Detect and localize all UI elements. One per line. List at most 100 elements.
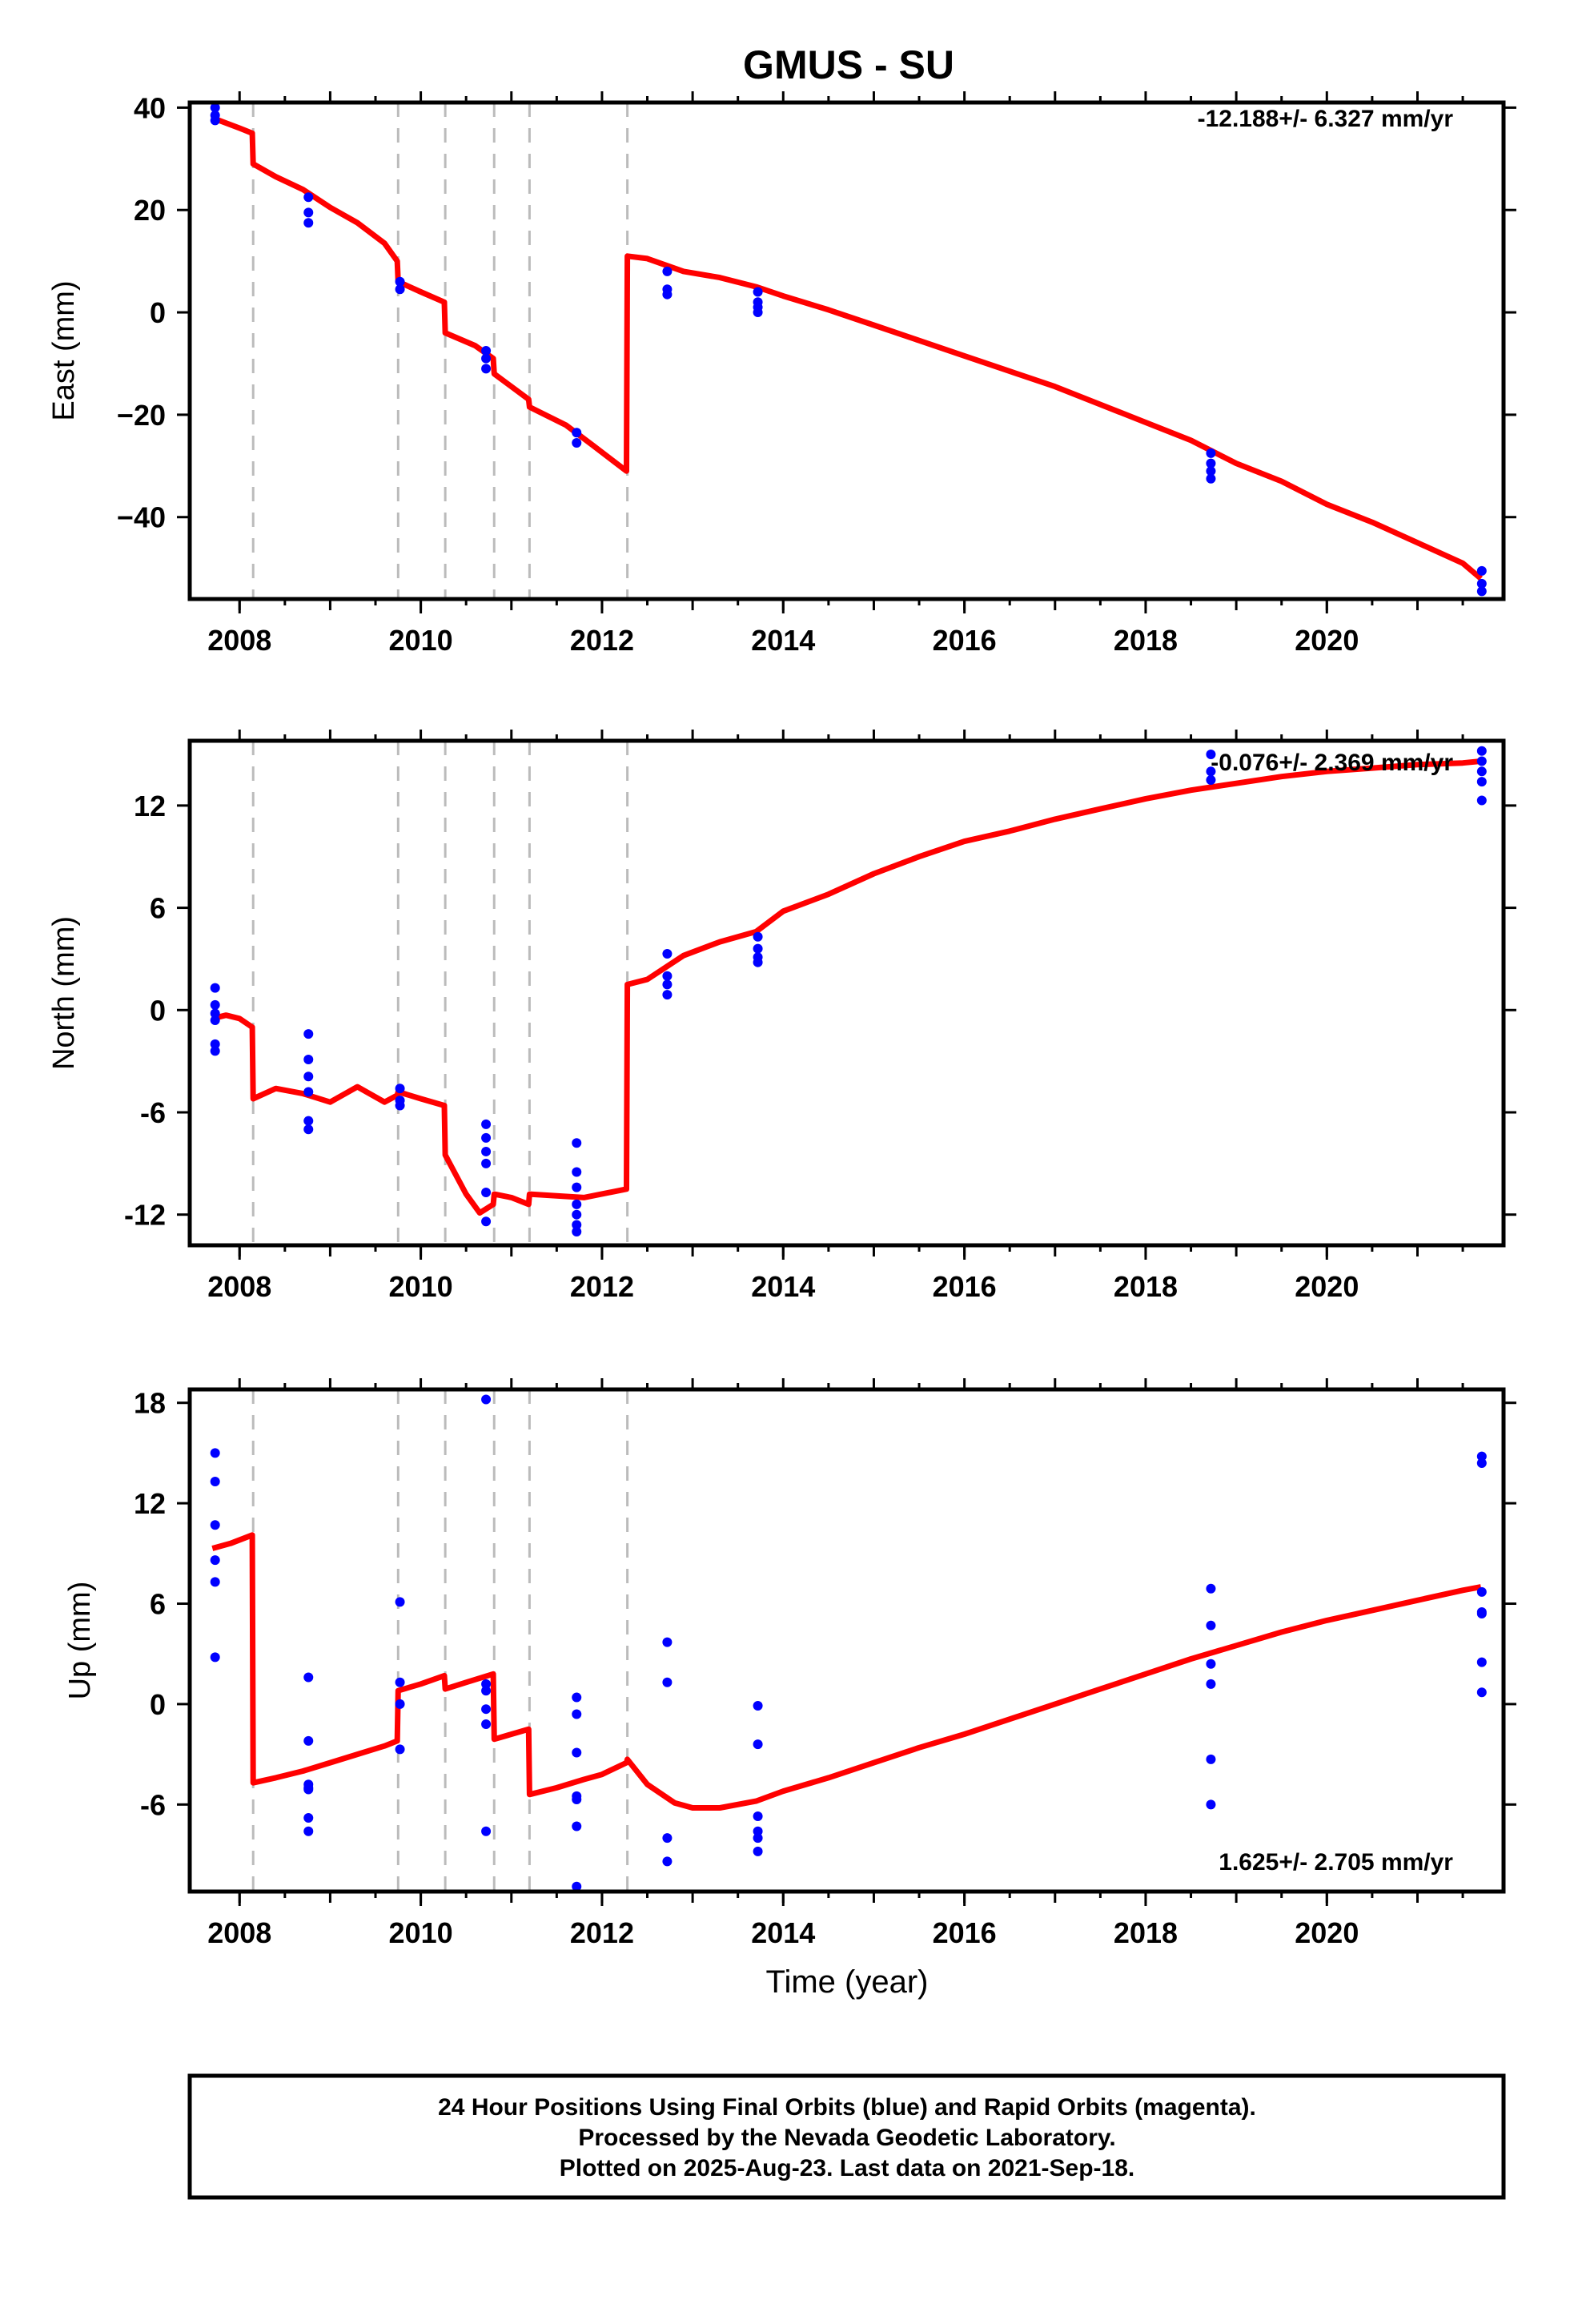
data-point: [395, 1100, 405, 1111]
data-point: [753, 1811, 763, 1821]
data-point: [1206, 466, 1216, 476]
rate-label: 1.625+/- 2.705 mm/yr: [1219, 1849, 1453, 1876]
data-point: [753, 1701, 763, 1711]
x-tick-label: 2010: [389, 1270, 453, 1303]
data-point: [1206, 750, 1216, 760]
data-point: [662, 1856, 673, 1867]
data-point: [1206, 766, 1216, 777]
data-point: [753, 1833, 763, 1844]
up-panel: 2008 2010 2012 2014 2016 2018 2020 18 12 6 0 -6 1.62…: [63, 1378, 1516, 1949]
data-point: [572, 1821, 582, 1831]
data-point: [753, 1826, 763, 1836]
data-point: [662, 949, 673, 959]
x-tick-label: 2012: [570, 1916, 634, 1949]
y-axis-label: Up (mm): [63, 1582, 97, 1700]
data-point: [662, 1637, 673, 1647]
x-tick-label: 2008: [207, 1270, 271, 1303]
model-line: [211, 758, 1482, 1216]
data-point: [572, 1220, 582, 1230]
model-line: [211, 115, 1483, 581]
data-point: [303, 192, 314, 203]
data-point: [1476, 746, 1487, 756]
x-tick-label: 2010: [389, 624, 453, 657]
x-tick-label: 2014: [751, 624, 815, 657]
data-point: [662, 289, 673, 300]
data-point: [303, 1055, 314, 1065]
x-tick-label: 2016: [933, 1916, 997, 1949]
data-point: [303, 1672, 314, 1683]
data-point: [303, 1813, 314, 1823]
data-point: [210, 1046, 220, 1056]
x-tick-label: 2018: [1114, 1916, 1178, 1949]
data-point: [395, 1597, 405, 1607]
x-tick-label: 2014: [751, 1916, 815, 1949]
data-point: [210, 1039, 220, 1049]
data-point: [303, 1783, 314, 1793]
x-tick-label: 2012: [570, 1270, 634, 1303]
data-point: [395, 1677, 405, 1687]
data-point: [395, 284, 405, 295]
y-tick-label: -12: [124, 1199, 166, 1232]
data-point: [481, 1158, 492, 1168]
data-point: [753, 1739, 763, 1750]
data-point: [1476, 578, 1487, 589]
x-tick-label: 2018: [1114, 1270, 1178, 1303]
data-point: [210, 1448, 220, 1458]
data-point: [1476, 766, 1487, 777]
data-point: [481, 346, 492, 356]
x-axis-label: Time (year): [766, 1964, 929, 2000]
data-point: [1206, 1620, 1216, 1630]
data-point: [753, 287, 763, 297]
data-point: [1476, 1687, 1487, 1698]
data-point: [210, 1577, 220, 1587]
data-point: [572, 438, 582, 448]
data-point: [1476, 586, 1487, 597]
data-point: [662, 971, 673, 981]
data-point: [753, 1846, 763, 1856]
y-tick-label: 18: [134, 1387, 166, 1420]
footer-line-1: 24 Hour Positions Using Final Orbits (bl…: [438, 2094, 1256, 2121]
data-point: [572, 1795, 582, 1805]
data-point: [481, 1394, 492, 1405]
y-tick-label: 6: [150, 892, 166, 925]
chart-title: GMUS - SU: [743, 42, 954, 87]
data-point: [481, 1826, 492, 1836]
data-point: [1206, 1659, 1216, 1669]
data-point: [572, 1692, 582, 1703]
east-panel: 2008 2010 2012 2014 2016 2018 2020 40 20 0 −20 −40 -…: [47, 91, 1516, 657]
data-point: [572, 1199, 582, 1209]
y-tick-label: 0: [150, 1688, 166, 1721]
data-point: [572, 1167, 582, 1177]
footer-line-2: Processed by the Nevada Geodetic Laborat…: [578, 2125, 1115, 2151]
data-point: [572, 1881, 582, 1892]
x-tick-label: 2016: [933, 624, 997, 657]
data-point: [481, 1119, 492, 1129]
data-point: [395, 1699, 405, 1709]
data-point: [753, 943, 763, 954]
x-tick-label: 2016: [933, 1270, 997, 1303]
plot-frame: [187, 1387, 1506, 1894]
data-point: [1206, 1799, 1216, 1810]
y-tick-label: −20: [117, 399, 166, 432]
data-point: [572, 1209, 582, 1220]
data-point: [1476, 565, 1487, 576]
data-point: [572, 428, 582, 438]
data-point: [1476, 777, 1487, 787]
data-point: [662, 1677, 673, 1687]
data-point: [1206, 473, 1216, 484]
data-point: [303, 1072, 314, 1082]
data-point: [572, 1138, 582, 1148]
data-point: [1476, 795, 1487, 806]
data-point: [210, 1520, 220, 1530]
y-axis-label: North (mm): [47, 916, 81, 1070]
x-tick-label: 2014: [751, 1270, 815, 1303]
data-point: [572, 1226, 582, 1236]
data-point: [1476, 1451, 1487, 1462]
data-point: [395, 1084, 405, 1094]
y-tick-label: −40: [117, 501, 166, 534]
data-point: [210, 1555, 220, 1566]
data-point: [1206, 774, 1216, 785]
y-tick-label: 0: [150, 994, 166, 1027]
footer-line-3: Plotted on 2025-Aug-23. Last data on 202…: [560, 2155, 1135, 2181]
